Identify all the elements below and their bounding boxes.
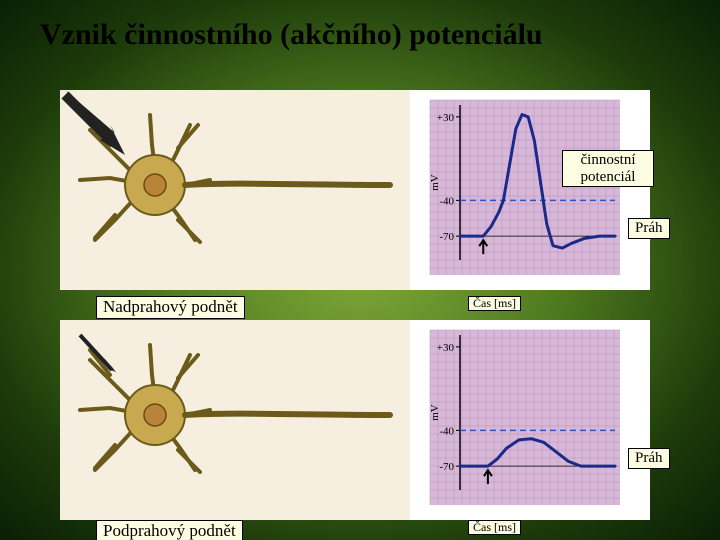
- slide-title: Vznik činnostního (akčního) potenciálu: [40, 18, 543, 52]
- chart-bot: -70 -40 +30 mV: [429, 330, 620, 505]
- label-xaxis-bot: Čas [ms]: [468, 520, 521, 535]
- label-xaxis-top: Čas [ms]: [468, 296, 521, 311]
- svg-text:-70: -70: [439, 231, 454, 243]
- label-threshold-top: Práh: [628, 218, 670, 239]
- label-neuron-bot: Podprahový podnět: [96, 520, 243, 540]
- svg-text:+30: +30: [437, 342, 455, 354]
- panel-subthreshold: -70 -40 +30 mV: [60, 320, 650, 520]
- svg-text:-40: -40: [439, 195, 454, 207]
- neuron-bot: [60, 320, 410, 520]
- label-threshold-bot: Práh: [628, 448, 670, 469]
- svg-text:-70: -70: [439, 461, 454, 473]
- svg-text:-40: -40: [439, 425, 454, 437]
- panel-suprathreshold: -70 -40 +30 mV: [60, 90, 650, 290]
- svg-text:+30: +30: [437, 112, 455, 124]
- svg-text:mV: mV: [429, 174, 441, 191]
- neuron-top: [60, 90, 410, 290]
- label-spike: činnostní potenciál: [562, 150, 654, 187]
- chart-top: -70 -40 +30 mV: [429, 100, 620, 275]
- label-neuron-top: Nadprahový podnět: [96, 296, 245, 319]
- svg-text:mV: mV: [429, 404, 441, 421]
- panel-bot-svg: -70 -40 +30 mV: [60, 320, 650, 520]
- panel-top-svg: -70 -40 +30 mV: [60, 90, 650, 290]
